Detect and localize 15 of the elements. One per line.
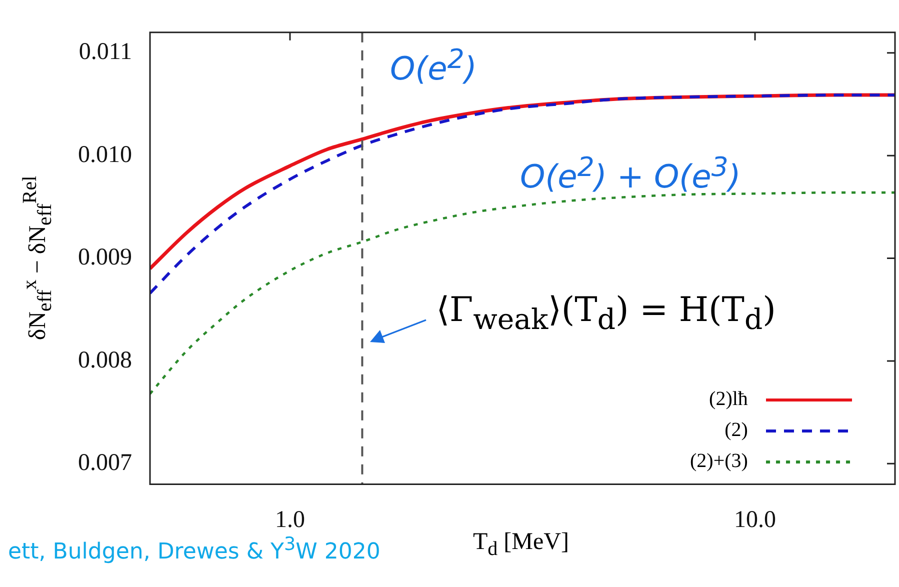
annotation: O(e$^{2}$) — [390, 44, 477, 88]
legend-label: (2)lħ — [709, 388, 748, 412]
y-tick-label: 0.008 — [78, 347, 132, 374]
annotation: O(e$^{2}$) + O(e$^{3}$) — [520, 152, 741, 196]
y-tick-label: 0.009 — [78, 244, 132, 271]
x-axis-title: T$_{d}$ [MeV] — [473, 529, 569, 561]
legend-label: (2) — [724, 419, 748, 442]
y-tick-label: 0.011 — [78, 39, 132, 66]
annotation: ⟨Γ$_{weak}$⟩(T$_{d}$) = H(T$_{d}$) — [436, 290, 776, 336]
y-tick-label: 0.010 — [78, 142, 132, 168]
text: ett, Buldgen, Drewes & Y$^{3}$W 2020 — [8, 534, 380, 565]
legend-label: (2)+(3) — [690, 450, 748, 474]
x-tick-label: 10.0 — [734, 506, 776, 533]
y-tick-label: 0.007 — [78, 450, 132, 476]
x-tick-label: 1.0 — [274, 506, 305, 533]
